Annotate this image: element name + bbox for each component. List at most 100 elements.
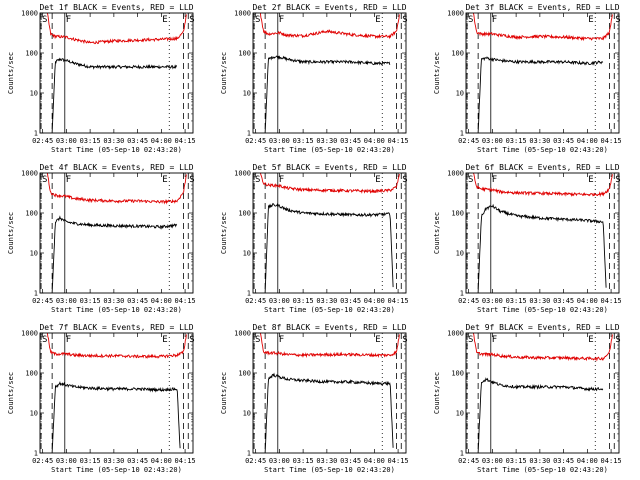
series-lld bbox=[46, 172, 187, 205]
panel-title: Det 9f BLACK = Events, RED = LLD bbox=[465, 323, 619, 332]
marker-label: S bbox=[468, 175, 473, 185]
detector-panel-9: Det 9f BLACK = Events, RED = LLD Counts/s… bbox=[433, 323, 622, 474]
x-tick-label: 03:00 bbox=[269, 297, 290, 305]
x-tick-label: 04:00 bbox=[151, 137, 172, 145]
y-tick-label: 1000 bbox=[234, 10, 251, 18]
x-tick-label: 03:00 bbox=[482, 137, 503, 145]
x-tick-label: 04:15 bbox=[175, 297, 196, 305]
x-tick-label: 04:15 bbox=[388, 137, 409, 145]
marker-label: E bbox=[588, 175, 593, 185]
x-tick-label: 03:45 bbox=[553, 297, 574, 305]
y-axis-label: Counts/sec bbox=[433, 52, 441, 94]
y-tick-label: 100 bbox=[451, 370, 464, 378]
x-tick-label: 03:30 bbox=[103, 137, 124, 145]
x-tick-label: 04:00 bbox=[364, 457, 385, 465]
marker-label: F bbox=[66, 15, 71, 25]
marker-label: S bbox=[402, 335, 407, 345]
y-tick-label: 1 bbox=[34, 450, 38, 458]
plot-frame bbox=[252, 12, 407, 134]
x-axis-label: Start Time (05-Sep-10 02:43:20) bbox=[477, 466, 608, 474]
y-tick-label: 100 bbox=[238, 210, 251, 218]
x-tick-label: 04:00 bbox=[151, 457, 172, 465]
marker-label: E bbox=[375, 175, 380, 185]
y-axis-label: Counts/sec bbox=[7, 212, 15, 254]
x-tick-label: 03:00 bbox=[269, 137, 290, 145]
y-tick-label: 1 bbox=[247, 290, 251, 298]
x-tick-label: 03:30 bbox=[529, 457, 550, 465]
x-tick-label: 03:15 bbox=[80, 297, 101, 305]
y-tick-label: 10 bbox=[243, 90, 251, 98]
marker-label: F bbox=[492, 175, 497, 185]
marker-label: S bbox=[615, 15, 620, 25]
x-tick-label: 04:00 bbox=[364, 297, 385, 305]
x-tick-label: 03:30 bbox=[529, 297, 550, 305]
x-axis-label: Start Time (05-Sep-10 02:43:20) bbox=[477, 146, 608, 154]
y-tick-label: 10 bbox=[456, 410, 464, 418]
x-tick-label: 03:30 bbox=[103, 297, 124, 305]
panel-title: Det 6f BLACK = Events, RED = LLD bbox=[465, 163, 619, 172]
marker-label: F bbox=[66, 335, 71, 345]
x-tick-label: 03:30 bbox=[316, 297, 337, 305]
y-axis-label: Counts/sec bbox=[7, 52, 15, 94]
x-axis-label: Start Time (05-Sep-10 02:43:20) bbox=[477, 306, 608, 314]
y-tick-label: 1000 bbox=[21, 10, 38, 18]
x-axis-label: Start Time (05-Sep-10 02:43:20) bbox=[264, 466, 395, 474]
x-tick-label: 02:45 bbox=[245, 137, 266, 145]
x-axis-label: Start Time (05-Sep-10 02:43:20) bbox=[51, 146, 182, 154]
x-tick-label: 03:15 bbox=[506, 297, 527, 305]
x-tick-label: 04:15 bbox=[388, 457, 409, 465]
y-tick-label: 1 bbox=[460, 290, 464, 298]
x-tick-label: 03:15 bbox=[80, 457, 101, 465]
y-axis-label: Counts/sec bbox=[7, 372, 15, 414]
panel-title: Det 3f BLACK = Events, RED = LLD bbox=[465, 3, 619, 12]
marker-label: E bbox=[588, 15, 593, 25]
x-tick-label: 04:15 bbox=[175, 457, 196, 465]
marker-label: F bbox=[279, 335, 284, 345]
x-tick-label: 03:00 bbox=[56, 457, 77, 465]
x-tick-label: 03:45 bbox=[553, 457, 574, 465]
x-tick-label: 03:45 bbox=[340, 137, 361, 145]
y-tick-label: 1000 bbox=[447, 330, 464, 338]
x-tick-label: 02:45 bbox=[32, 297, 53, 305]
y-tick-label: 10 bbox=[30, 90, 38, 98]
marker-label: S bbox=[615, 175, 620, 185]
marker-label: S bbox=[255, 15, 260, 25]
marker-label: S bbox=[615, 335, 620, 345]
series-lld bbox=[472, 332, 613, 362]
marker-label: F bbox=[66, 175, 71, 185]
x-tick-label: 02:45 bbox=[458, 457, 479, 465]
marker-label: S bbox=[402, 15, 407, 25]
plot-frame bbox=[465, 332, 620, 454]
marker-label: S bbox=[42, 335, 47, 345]
panel-title: Det 5f BLACK = Events, RED = LLD bbox=[252, 163, 406, 172]
y-tick-label: 10 bbox=[30, 410, 38, 418]
x-tick-label: 03:15 bbox=[293, 137, 314, 145]
x-axis-label: Start Time (05-Sep-10 02:43:20) bbox=[264, 306, 395, 314]
y-axis-label: Counts/sec bbox=[220, 52, 228, 94]
x-tick-label: 03:45 bbox=[127, 137, 148, 145]
x-tick-label: 04:15 bbox=[175, 137, 196, 145]
panel-title: Det 4f BLACK = Events, RED = LLD bbox=[39, 163, 193, 172]
marker-label: S bbox=[468, 15, 473, 25]
x-tick-label: 03:30 bbox=[529, 137, 550, 145]
plot-frame bbox=[252, 172, 407, 294]
x-tick-label: 04:00 bbox=[577, 137, 598, 145]
series-events bbox=[477, 203, 607, 294]
panel-title: Det 7f BLACK = Events, RED = LLD bbox=[39, 323, 193, 332]
y-axis-label: Counts/sec bbox=[433, 212, 441, 254]
marker-label: F bbox=[279, 175, 284, 185]
plot-frame bbox=[39, 12, 194, 134]
marker-label: S bbox=[255, 175, 260, 185]
x-tick-label: 03:15 bbox=[293, 457, 314, 465]
x-tick-label: 04:00 bbox=[151, 297, 172, 305]
y-tick-label: 100 bbox=[25, 50, 38, 58]
x-axis-label: Start Time (05-Sep-10 02:43:20) bbox=[264, 146, 395, 154]
series-events bbox=[477, 56, 604, 134]
y-tick-label: 1 bbox=[247, 450, 251, 458]
series-events bbox=[264, 55, 391, 134]
x-tick-label: 02:45 bbox=[32, 137, 53, 145]
y-tick-label: 10 bbox=[456, 90, 464, 98]
marker-label: S bbox=[402, 175, 407, 185]
plot-frame bbox=[465, 12, 620, 134]
